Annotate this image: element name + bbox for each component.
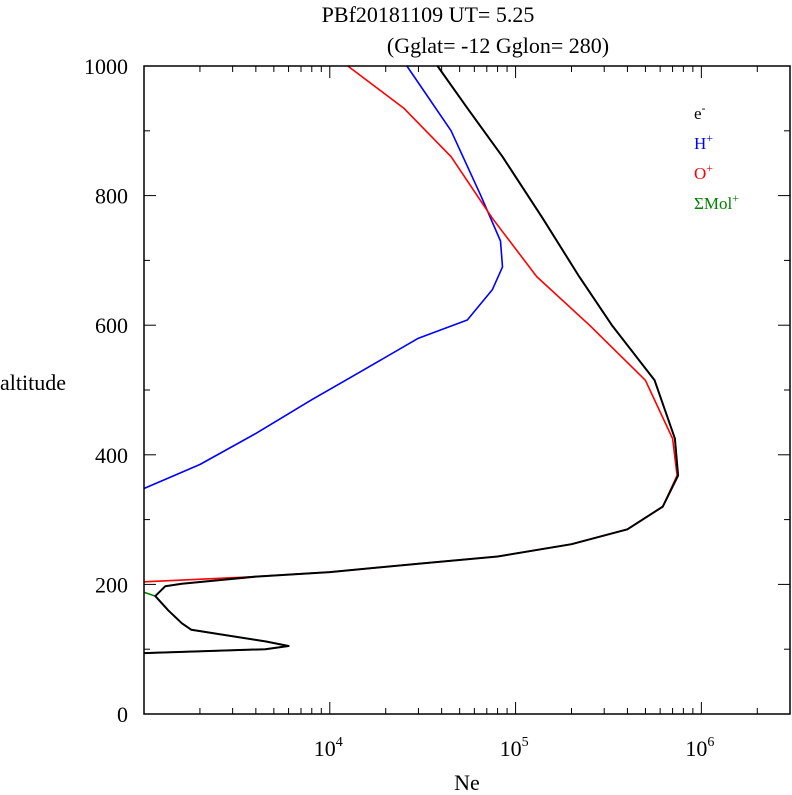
- y-tick-label: 600: [95, 313, 128, 338]
- x-axis-label: Ne: [454, 770, 480, 795]
- legend-item: H+: [694, 131, 713, 153]
- y-tick-label: 400: [95, 443, 128, 468]
- x-tick-label: 104: [314, 735, 343, 761]
- y-tick-label: 800: [95, 184, 128, 209]
- data-series: [143, 65, 680, 655]
- chart-title-line-2: (Gglat= -12 Gglon= 280): [387, 33, 609, 58]
- series-line-1: [143, 65, 678, 583]
- legend-item: e-: [694, 101, 706, 123]
- y-tick-label: 1000: [84, 54, 128, 79]
- plot-frame: [143, 65, 791, 715]
- series-line-3: [143, 65, 680, 655]
- legend: e- H+ O+ ΣMol+: [694, 101, 739, 213]
- legend-item: ΣMol+: [694, 191, 739, 213]
- y-axis-label: altitude: [0, 370, 66, 395]
- y-tick-label: 0: [117, 702, 128, 727]
- legend-item: O+: [694, 161, 713, 183]
- tick-labels: 0 200 400 600 800 1000 104 105 106: [84, 54, 714, 761]
- series-line-0: [143, 65, 504, 490]
- x-tick-label: 106: [685, 735, 714, 761]
- x-tick-label: 105: [500, 735, 529, 761]
- chart-title-line-1: PBf20181109 UT= 5.25: [322, 2, 535, 27]
- series-line-2: [143, 591, 290, 654]
- y-tick-label: 200: [95, 572, 128, 597]
